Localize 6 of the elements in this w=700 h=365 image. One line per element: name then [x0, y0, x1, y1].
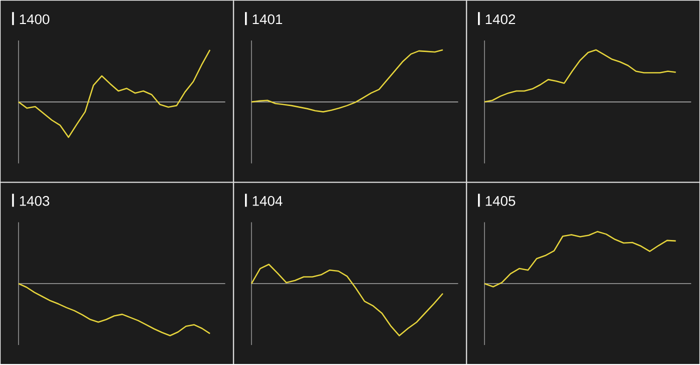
- chart-title: 1404: [252, 196, 282, 206]
- chart-title: 1405: [486, 196, 516, 206]
- chart-title: 1402: [486, 14, 516, 24]
- chart-title: 1401: [252, 14, 282, 24]
- chart-title: 1400: [20, 14, 50, 24]
- chart-title: 1403: [20, 196, 50, 206]
